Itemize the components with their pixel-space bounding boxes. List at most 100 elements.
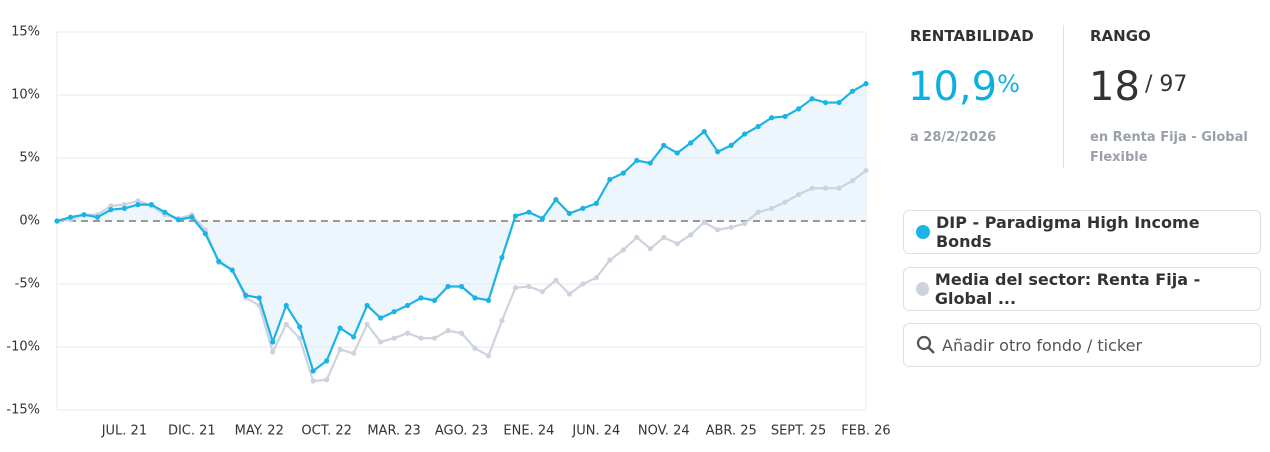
x-tick-label: NOV. 24 [638,424,690,439]
rank-value: 18 / 97 [1089,64,1187,110]
y-tick-label: -10% [6,340,40,355]
point [162,209,168,215]
point [337,346,343,353]
point [526,209,532,215]
search-box[interactable]: Añadir otro fondo / ticker [903,323,1261,367]
point [809,185,815,191]
point [404,302,411,309]
x-tick-label: MAY. 22 [235,424,284,439]
point [458,330,465,336]
point [661,142,667,148]
x-tick-label: DIC. 21 [168,424,216,439]
y-tick-label: -5% [15,277,40,292]
point [283,302,289,309]
point [270,349,276,355]
point [297,335,303,341]
returns-label: RENTABILIDAD [910,27,1034,45]
point [836,99,842,106]
point [634,234,640,240]
point [580,281,586,287]
point [121,205,128,211]
x-tick-label: MAR. 23 [367,424,421,439]
point [539,288,546,295]
point [593,200,599,206]
y-tick-label: -15% [6,403,40,418]
returns-number: 10,9 [908,64,998,110]
point [526,283,532,290]
point [728,142,734,148]
point [512,285,519,291]
point [553,196,559,203]
point [135,198,141,204]
point [512,213,519,219]
point [364,321,370,327]
point [351,334,357,340]
rank-number: 18 [1089,64,1140,110]
point [661,234,667,240]
point [418,335,424,341]
point [270,339,276,345]
rank-note: en Renta Fija - Global Flexible [1090,130,1248,165]
point [310,378,316,384]
point [593,275,599,281]
returns-unit: % [997,70,1020,98]
area-fill [57,83,866,371]
point [782,199,788,205]
point [580,205,586,211]
point [431,335,438,341]
point [742,220,748,227]
rank-label: RANGO [1090,27,1151,45]
point [863,168,869,174]
legend-dot [916,282,929,296]
point [755,123,761,130]
point [674,241,680,247]
y-tick-label: 10% [11,88,40,103]
point [701,219,707,225]
point [297,324,303,330]
point [647,246,653,252]
point [324,377,330,383]
point [283,321,289,327]
y-tick-label: 0% [19,214,40,229]
point [809,96,815,102]
point [566,291,572,297]
point [795,191,802,198]
point [499,317,505,324]
x-tick-label: FEB. 26 [841,424,890,439]
point [175,217,181,223]
point [472,345,478,351]
point [566,210,572,217]
point [94,214,101,220]
point [229,267,235,273]
returns-value: 10,9% [908,64,1020,110]
point [822,185,829,191]
point [472,295,478,301]
point [445,283,451,290]
point [647,160,653,166]
x-tick-label: AGO. 23 [435,424,488,439]
point [769,115,775,121]
point [822,99,829,106]
point [121,202,128,208]
y-tick-label: 5% [19,151,40,166]
point [135,202,141,208]
x-tick-label: SEPT. 25 [771,424,827,439]
point [337,325,343,331]
chart: -15% -10% -5% 0% 5% 10% 15% JUL. 21 DIC. 21 MAY. … [6,25,890,439]
legend-label: Media del sector: Renta Fija - Global ..… [934,270,1201,308]
search-icon [916,335,935,354]
point [458,283,465,290]
point [674,150,680,156]
x-tick-label: ABR. 25 [706,424,757,439]
legend-item[interactable]: DIP - Paradigma High Income Bonds [903,210,1261,254]
returns-date: a 28/2/2026 [910,130,997,145]
legend-label: DIP - Paradigma High Income Bonds [935,213,1200,251]
point [54,218,60,224]
point [485,297,492,303]
point [836,185,842,191]
point [688,140,694,146]
point [607,176,613,183]
legend-item[interactable]: Media del sector: Renta Fija - Global ..… [903,267,1261,311]
point [769,205,775,211]
